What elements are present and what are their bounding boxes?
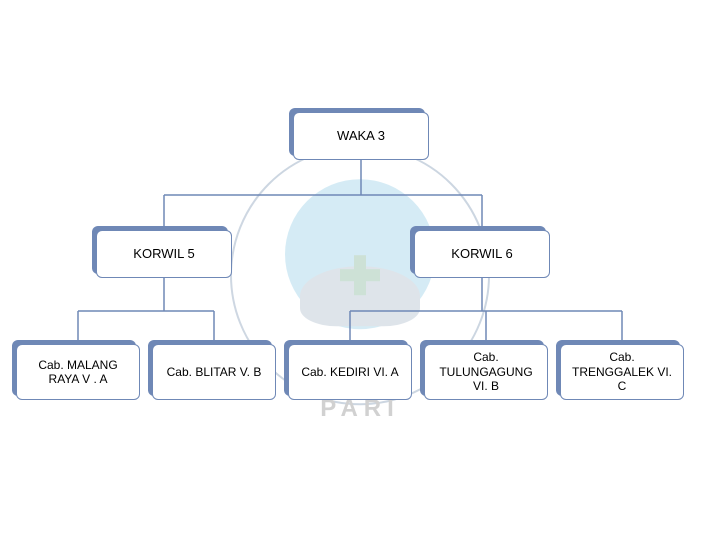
org-node-label: Cab. TRENGGALEK VI. C — [567, 350, 677, 393]
org-node-cab1: Cab. MALANG RAYA V . A — [16, 344, 140, 400]
org-node-waka3: WAKA 3 — [293, 112, 429, 160]
org-node-label: Cab. MALANG RAYA V . A — [23, 358, 133, 387]
org-chart-nodes: WAKA 3 KORWIL 5 KORWIL 6 Cab. MALANG RAYA V… — [0, 0, 720, 540]
org-node-cab3: Cab. KEDIRI VI. A — [288, 344, 412, 400]
org-node-korwil5: KORWIL 5 — [96, 230, 232, 278]
org-node-box: Cab. MALANG RAYA V . A — [16, 344, 140, 400]
org-node-box: Cab. TRENGGALEK VI. C — [560, 344, 684, 400]
org-node-label: WAKA 3 — [337, 128, 385, 144]
org-node-label: Cab. KEDIRI VI. A — [301, 365, 398, 379]
org-node-box: Cab. TULUNGAGUNG VI. B — [424, 344, 548, 400]
org-node-cab4: Cab. TULUNGAGUNG VI. B — [424, 344, 548, 400]
org-node-cab2: Cab. BLITAR V. B — [152, 344, 276, 400]
org-node-box: Cab. KEDIRI VI. A — [288, 344, 412, 400]
org-node-label: KORWIL 5 — [133, 246, 194, 262]
org-node-korwil6: KORWIL 6 — [414, 230, 550, 278]
org-node-box: KORWIL 6 — [414, 230, 550, 278]
org-node-box: KORWIL 5 — [96, 230, 232, 278]
org-node-cab5: Cab. TRENGGALEK VI. C — [560, 344, 684, 400]
org-node-label: KORWIL 6 — [451, 246, 512, 262]
org-node-box: WAKA 3 — [293, 112, 429, 160]
org-node-label: Cab. BLITAR V. B — [167, 365, 262, 379]
org-node-box: Cab. BLITAR V. B — [152, 344, 276, 400]
org-node-label: Cab. TULUNGAGUNG VI. B — [431, 350, 541, 393]
